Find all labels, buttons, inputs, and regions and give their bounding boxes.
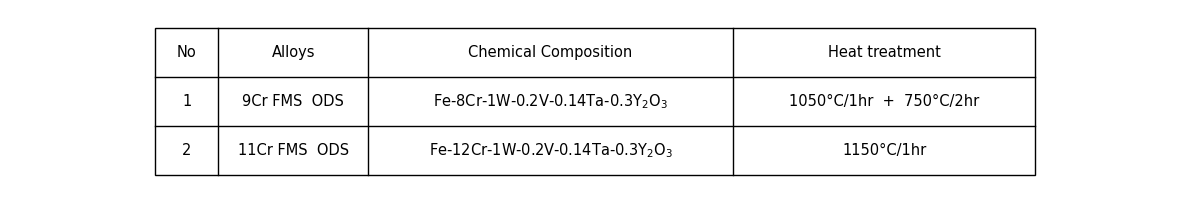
Text: Fe-8Cr-1W-0.2V-0.14Ta-0.3Y$_2$O$_3$: Fe-8Cr-1W-0.2V-0.14Ta-0.3Y$_2$O$_3$ — [433, 92, 668, 111]
Text: 1: 1 — [182, 94, 192, 109]
Text: Heat treatment: Heat treatment — [827, 45, 940, 60]
Text: No: No — [177, 45, 196, 60]
Text: 1150°C/1hr: 1150°C/1hr — [843, 143, 926, 158]
Text: 2: 2 — [182, 143, 192, 158]
Text: 9Cr FMS  ODS: 9Cr FMS ODS — [243, 94, 344, 109]
Text: Chemical Composition: Chemical Composition — [469, 45, 633, 60]
Bar — [155, 28, 1035, 175]
Text: 11Cr FMS  ODS: 11Cr FMS ODS — [238, 143, 349, 158]
Text: 1050°C/1hr  +  750°C/2hr: 1050°C/1hr + 750°C/2hr — [789, 94, 979, 109]
Text: Fe-12Cr-1W-0.2V-0.14Ta-0.3Y$_2$O$_3$: Fe-12Cr-1W-0.2V-0.14Ta-0.3Y$_2$O$_3$ — [428, 141, 672, 160]
Text: Alloys: Alloys — [271, 45, 315, 60]
